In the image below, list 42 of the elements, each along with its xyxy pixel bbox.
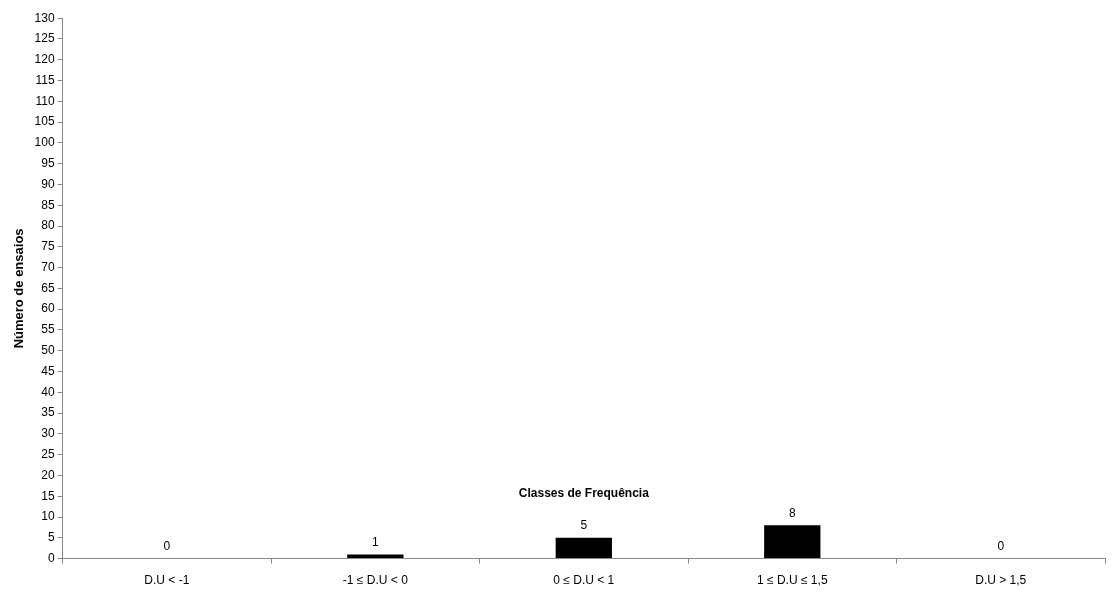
- y-tick-label: 110: [35, 93, 55, 108]
- x-tick-label: -1 ≤ D.U < 0: [342, 573, 409, 588]
- data-label: 0: [163, 538, 171, 553]
- y-tick-label: 60: [41, 301, 55, 316]
- x-tick-label: D.U > 1,5: [975, 573, 1027, 588]
- y-tick-label: 75: [41, 239, 55, 254]
- data-label: 5: [580, 518, 588, 533]
- y-tick-label: 5: [47, 530, 55, 545]
- y-tick-label: 45: [41, 363, 55, 378]
- y-tick-label: 95: [41, 156, 55, 170]
- data-label: 8: [788, 505, 796, 520]
- y-tick-label: 25: [41, 446, 55, 461]
- y-tick-label: 15: [41, 488, 55, 503]
- y-tick-label: 100: [34, 135, 55, 150]
- y-tick-label: 40: [41, 384, 55, 399]
- y-tick-label: 20: [41, 467, 55, 482]
- y-tick-label: 35: [41, 405, 55, 420]
- y-tick-label: 85: [41, 197, 55, 212]
- y-tick-label: 10: [41, 509, 55, 524]
- y-tick-label: 50: [41, 343, 55, 358]
- y-tick-label: 70: [41, 259, 55, 274]
- y-tick-label: 130: [34, 10, 55, 25]
- x-tick-label: 0 ≤ D.U < 1: [553, 573, 615, 588]
- data-label: 1: [371, 534, 379, 549]
- y-tick-label: 125: [34, 31, 55, 46]
- y-tick-label: 0: [47, 550, 55, 565]
- y-tick-label: 30: [41, 426, 55, 441]
- data-label: 0: [997, 538, 1005, 553]
- y-tick-label: 115: [35, 72, 55, 87]
- bar: [555, 537, 612, 559]
- bar: [764, 525, 821, 559]
- y-tick-label: 90: [41, 176, 55, 191]
- y-tick-label: 120: [34, 52, 55, 67]
- y-tick-label: 105: [34, 114, 55, 129]
- x-axis-title: Classes de Frequência: [518, 486, 650, 501]
- y-tick-label: 55: [41, 322, 55, 337]
- x-tick-label: 1 ≤ D.U ≤ 1,5: [757, 573, 828, 588]
- y-tick-label: 80: [41, 218, 55, 233]
- y-tick-label: 65: [41, 280, 55, 295]
- bar: [347, 554, 404, 559]
- y-axis-title: Número de ensaios: [11, 228, 27, 349]
- x-tick-label: D.U < -1: [144, 573, 190, 588]
